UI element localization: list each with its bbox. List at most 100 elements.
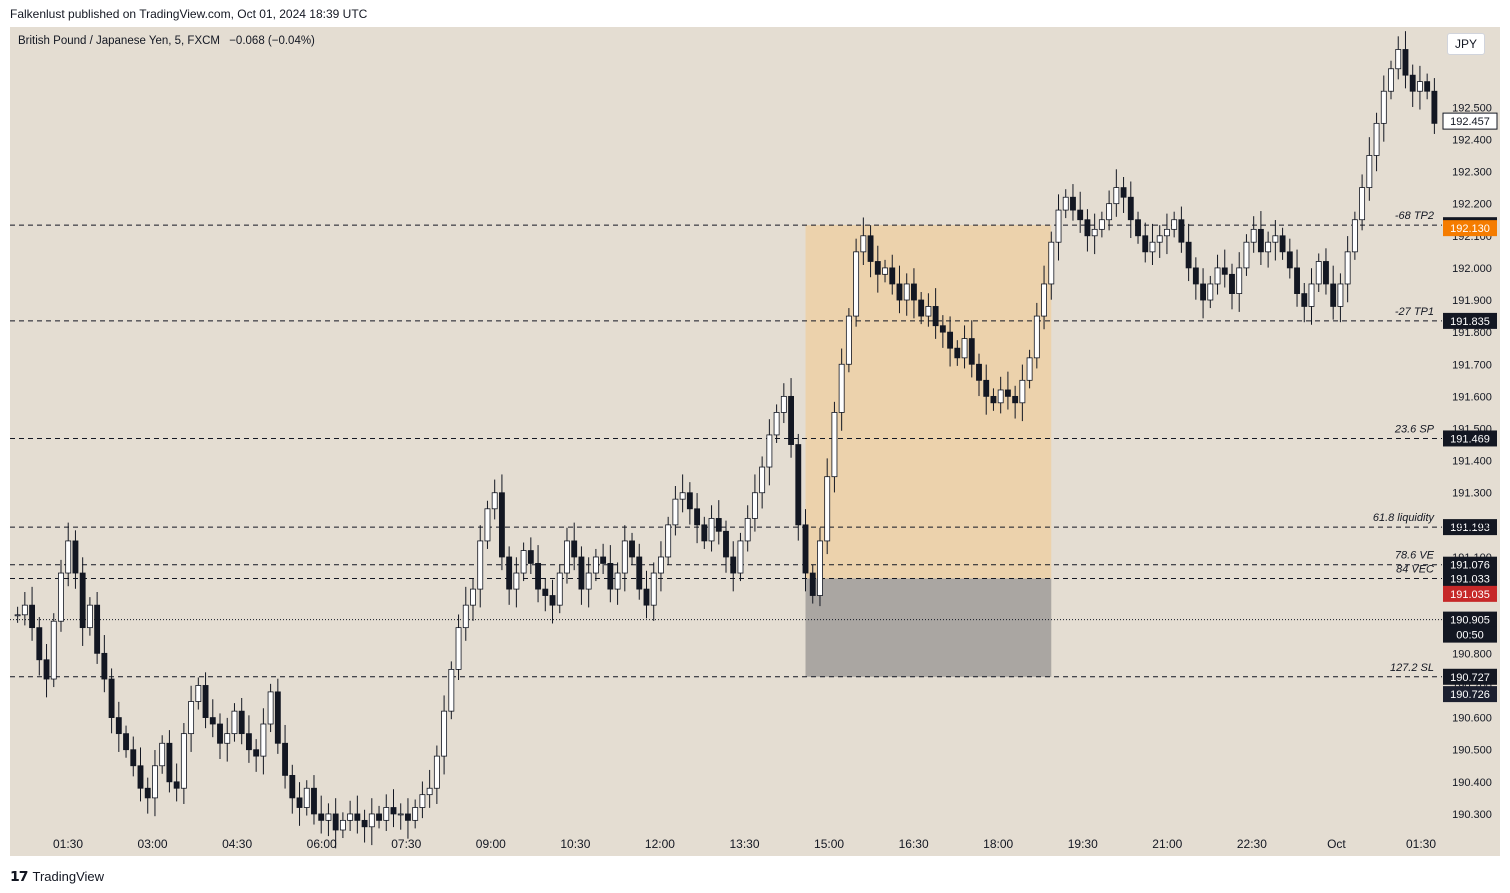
candle-body bbox=[889, 267, 896, 285]
candle-body bbox=[845, 315, 852, 365]
y-tick-label: 191.100 bbox=[1452, 552, 1492, 564]
x-tick-label: 01:30 bbox=[53, 837, 83, 851]
candle-body bbox=[72, 540, 79, 574]
symbol-change: −0.068 (−0.04%) bbox=[229, 35, 315, 47]
x-tick-label: 12:00 bbox=[645, 837, 675, 851]
candle-body bbox=[101, 652, 108, 680]
y-tick-label: 191.200 bbox=[1452, 520, 1492, 532]
candle-body bbox=[498, 492, 505, 558]
candle-body bbox=[1041, 283, 1047, 317]
candle-body bbox=[1127, 196, 1134, 221]
published-caption: Falkenlust published on TradingView.com,… bbox=[10, 7, 368, 21]
y-tick-label: 190.600 bbox=[1452, 713, 1492, 725]
candle-body bbox=[954, 347, 961, 359]
candle-body bbox=[592, 556, 599, 574]
candle-body bbox=[802, 524, 809, 574]
candle-body bbox=[947, 331, 954, 349]
candle-body bbox=[260, 723, 267, 757]
price-badge-text: 190.905 bbox=[1450, 615, 1490, 627]
y-tick-label: 191.800 bbox=[1452, 327, 1492, 339]
candle-body bbox=[448, 669, 455, 712]
candle-body bbox=[513, 572, 520, 590]
candle-body bbox=[701, 524, 708, 542]
candle-body bbox=[1098, 219, 1105, 230]
candle-body bbox=[347, 813, 354, 821]
candle-body bbox=[715, 518, 722, 532]
price-badges: 192.457 192.130 191.035 190.905 00:50 190.726 bbox=[1442, 112, 1498, 703]
candle-body bbox=[152, 765, 158, 799]
candle-body bbox=[166, 742, 173, 783]
long-position-zones[interactable] bbox=[805, 225, 1052, 677]
x-tick-label: 09:00 bbox=[476, 837, 506, 851]
candle-body bbox=[585, 572, 592, 590]
candle-body bbox=[983, 379, 990, 397]
y-tick-label: 191.700 bbox=[1452, 359, 1492, 371]
candle-body bbox=[180, 733, 187, 789]
candle-body bbox=[788, 395, 794, 445]
candle-body bbox=[274, 691, 281, 744]
currency-button[interactable]: JPY bbox=[1447, 33, 1485, 55]
candle-body bbox=[94, 604, 101, 654]
candle-body bbox=[188, 701, 195, 735]
candle-body bbox=[730, 556, 737, 574]
candle-body bbox=[527, 550, 534, 564]
candle-body bbox=[1330, 283, 1337, 307]
symbol-legend: British Pound / Japanese Yen, 5, FXCM −0… bbox=[18, 35, 315, 47]
x-tick-label: 19:30 bbox=[1068, 837, 1098, 851]
price-badge-box bbox=[1443, 611, 1497, 628]
x-tick-label: 06:00 bbox=[307, 837, 337, 851]
candle-body bbox=[621, 540, 628, 574]
candle-body bbox=[1077, 209, 1084, 221]
candle-body bbox=[1026, 357, 1033, 381]
candle-body bbox=[231, 710, 238, 735]
candle-body bbox=[708, 518, 715, 542]
level-price-box bbox=[1443, 519, 1497, 536]
candle-body bbox=[817, 540, 823, 596]
candle-body bbox=[520, 550, 527, 574]
level-label: 78.6 VE bbox=[1395, 550, 1435, 562]
plot-background bbox=[10, 27, 1442, 830]
candle-body bbox=[433, 755, 440, 789]
candle-body bbox=[195, 685, 202, 702]
candle-body bbox=[43, 659, 50, 680]
candle-body bbox=[1359, 187, 1366, 221]
candle-body bbox=[1062, 196, 1069, 211]
loss-zone bbox=[805, 578, 1052, 677]
candle-body bbox=[405, 813, 411, 821]
y-tick-label: 192.200 bbox=[1452, 199, 1492, 211]
candle-body bbox=[867, 235, 874, 262]
x-tick-label: 16:30 bbox=[899, 837, 929, 851]
candle-body bbox=[1265, 241, 1272, 253]
candle-body bbox=[1207, 283, 1214, 301]
candle-body bbox=[1178, 219, 1185, 243]
level-price-box bbox=[1443, 430, 1497, 447]
symbol-name: British Pound / Japanese Yen, 5, FXCM bbox=[18, 35, 221, 47]
candle-body bbox=[1221, 267, 1228, 275]
candle-body bbox=[159, 742, 166, 767]
footer: 𝟭𝟳 TradingView bbox=[10, 868, 104, 885]
x-tick-label: 18:00 bbox=[983, 837, 1013, 851]
candle-body bbox=[650, 572, 657, 606]
candle-body bbox=[318, 813, 325, 821]
candle-body bbox=[50, 620, 57, 680]
candle-body bbox=[1019, 379, 1026, 404]
price-badge-box bbox=[1442, 112, 1498, 130]
candle-body bbox=[773, 412, 780, 436]
level-label: 23.6 SP bbox=[1394, 423, 1435, 435]
candle-body bbox=[686, 492, 693, 510]
candle-body bbox=[224, 733, 231, 744]
level-price-box bbox=[1443, 570, 1497, 587]
candle-body bbox=[939, 325, 946, 333]
candle-body bbox=[759, 466, 766, 494]
candle-body bbox=[1301, 293, 1308, 307]
y-tick-label: 190.300 bbox=[1452, 809, 1492, 821]
candle-body bbox=[643, 588, 650, 606]
price-axis[interactable]: 192.500192.400192.300192.200192.100192.0… bbox=[1452, 102, 1492, 821]
candle-body bbox=[882, 267, 888, 275]
candle-body bbox=[1344, 251, 1351, 285]
candle-body bbox=[368, 813, 375, 828]
time-axis[interactable]: 01:30 03:00 04:30 06:00 07:30 09:00 10:30 12:00… bbox=[53, 837, 1436, 851]
price-badge-box bbox=[1443, 220, 1497, 237]
candle-body bbox=[173, 781, 180, 789]
